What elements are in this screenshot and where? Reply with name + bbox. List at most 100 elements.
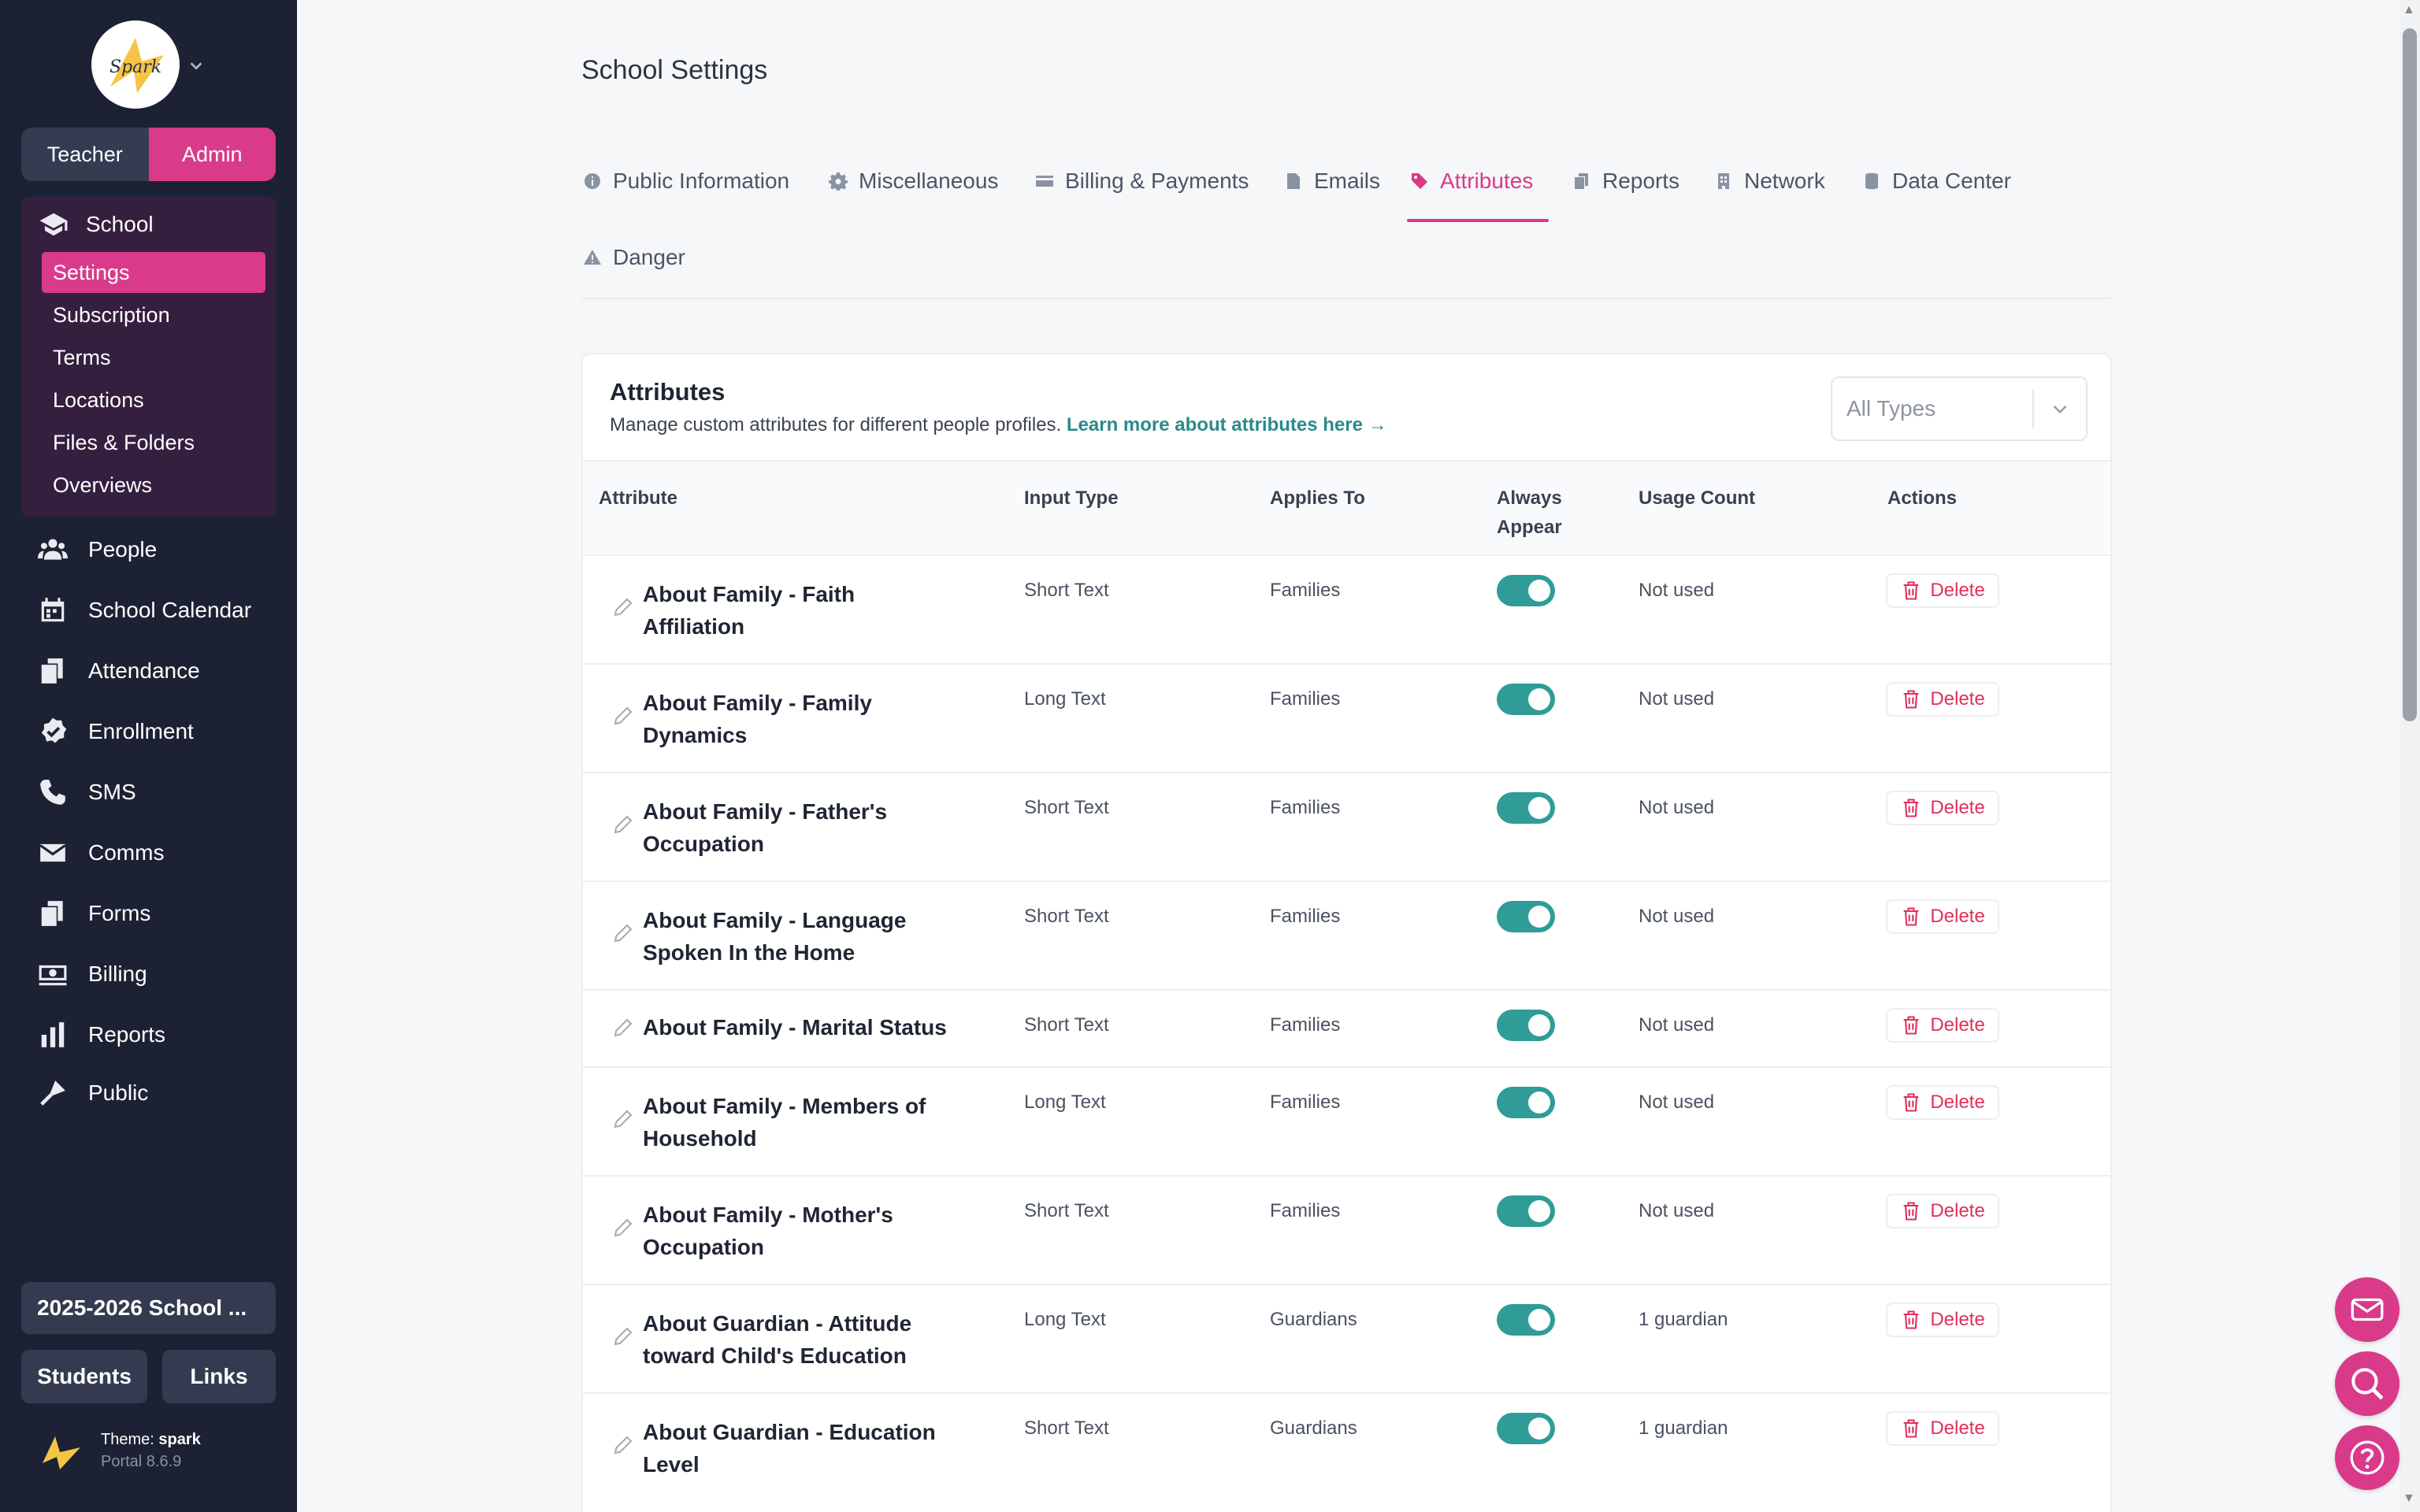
always-appear-toggle[interactable] xyxy=(1497,575,1555,606)
tab-label: Billing & Payments xyxy=(1065,169,1249,193)
input-type-cell: Long Text xyxy=(1024,1091,1106,1113)
school-year-selector[interactable]: 2025-2026 School ... xyxy=(21,1282,276,1334)
teacher-role-button[interactable]: Teacher xyxy=(21,128,149,181)
delete-button[interactable]: Delete xyxy=(1886,573,1999,608)
always-appear-toggle[interactable] xyxy=(1497,1010,1555,1041)
delete-button[interactable]: Delete xyxy=(1886,682,1999,717)
sidebar-item-overviews[interactable]: Overviews xyxy=(53,472,153,497)
table-row[interactable]: About Family - Language Spoken In the Hom… xyxy=(583,880,2110,989)
delete-button[interactable]: Delete xyxy=(1886,1008,1999,1043)
always-appear-toggle[interactable] xyxy=(1497,1195,1555,1227)
table-row[interactable]: About Family - Mother's Occupation Short T… xyxy=(583,1175,2110,1284)
sidebar-item-reports[interactable]: Reports xyxy=(38,1015,165,1054)
delete-button[interactable]: Delete xyxy=(1886,899,1999,934)
delete-button[interactable]: Delete xyxy=(1886,1194,1999,1228)
sidebar-item-public[interactable]: Public xyxy=(38,1073,148,1113)
edit-pencil-icon[interactable] xyxy=(611,1216,635,1240)
always-appear-toggle[interactable] xyxy=(1497,684,1555,715)
learn-more-link[interactable]: Learn more about attributes here → xyxy=(1066,414,1387,435)
type-filter-select[interactable]: All Types xyxy=(1831,376,2088,441)
header-attribute[interactable]: Attribute xyxy=(599,487,677,509)
school-logo[interactable]: Spark xyxy=(91,20,180,109)
tab-attributes[interactable]: Attributes xyxy=(1410,169,1533,194)
tab-data-center[interactable]: Data Center xyxy=(1862,169,2011,194)
edit-pencil-icon[interactable] xyxy=(611,704,635,728)
sidebar-item-attendance[interactable]: Attendance xyxy=(38,651,200,691)
attribute-name[interactable]: About Family - Language Spoken In the Hom… xyxy=(643,904,974,969)
attribute-name[interactable]: About Guardian - Attitude toward Child's … xyxy=(643,1307,974,1372)
edit-pencil-icon[interactable] xyxy=(611,1433,635,1457)
edit-pencil-icon[interactable] xyxy=(611,1016,635,1040)
sidebar-item-school-calendar[interactable]: School Calendar xyxy=(38,591,251,630)
delete-button[interactable]: Delete xyxy=(1886,1411,1999,1446)
delete-button[interactable]: Delete xyxy=(1886,791,1999,825)
tab-danger[interactable]: Danger xyxy=(583,245,685,270)
table-row[interactable]: About Family - Father's Occupation Short T… xyxy=(583,772,2110,880)
delete-button[interactable]: Delete xyxy=(1886,1303,1999,1337)
table-row[interactable]: About Family - Marital Status Short Text F… xyxy=(583,989,2110,1066)
attribute-name[interactable]: About Family - Mother's Occupation xyxy=(643,1199,974,1263)
sidebar-item-subscription[interactable]: Subscription xyxy=(53,302,170,327)
sidebar-item-terms[interactable]: Terms xyxy=(53,345,111,369)
select-separator xyxy=(2032,389,2034,428)
sidebar-item-people[interactable]: People xyxy=(38,530,157,569)
attribute-name-line1: About Family - Mother's xyxy=(643,1203,893,1227)
sidebar-item-forms[interactable]: Forms xyxy=(38,894,150,933)
scroll-up-arrow-icon[interactable]: ▲ xyxy=(2403,3,2415,17)
always-appear-toggle[interactable] xyxy=(1497,1304,1555,1336)
header-input-type[interactable]: Input Type xyxy=(1024,487,1119,509)
help-fab-button[interactable] xyxy=(2335,1425,2400,1490)
edit-pencil-icon[interactable] xyxy=(611,1107,635,1131)
sidebar-item-comms[interactable]: Comms xyxy=(38,833,164,873)
always-appear-toggle[interactable] xyxy=(1497,1413,1555,1444)
attribute-name[interactable]: About Family - Faith Affiliation xyxy=(643,578,974,643)
table-row[interactable]: About Guardian - Attitude toward Child's … xyxy=(583,1284,2110,1392)
delete-button[interactable]: Delete xyxy=(1886,1085,1999,1120)
scroll-down-arrow-icon[interactable]: ▼ xyxy=(2403,1492,2415,1505)
sidebar-item-files-folders[interactable]: Files & Folders xyxy=(53,430,195,454)
header-always-appear[interactable]: Always Appear xyxy=(1497,484,1562,542)
table-row[interactable]: About Family - Faith Affiliation Short Tex… xyxy=(583,554,2110,663)
attribute-name[interactable]: About Family - Father's Occupation xyxy=(643,795,974,860)
header-usage-count[interactable]: Usage Count xyxy=(1639,487,1756,509)
table-row[interactable]: About Family - Family Dynamics Long Text Fa… xyxy=(583,663,2110,772)
sidebar-item-settings[interactable]: Settings xyxy=(42,252,265,293)
links-button[interactable]: Links xyxy=(162,1350,276,1403)
attribute-name[interactable]: About Family - Members of Household xyxy=(643,1090,974,1154)
sidebar-item-locations[interactable]: Locations xyxy=(53,387,144,412)
sidebar-item-billing[interactable]: Billing xyxy=(38,954,147,994)
header-applies-to[interactable]: Applies To xyxy=(1270,487,1365,509)
tab-emails[interactable]: Emails xyxy=(1284,169,1380,194)
card-description-text: Manage custom attributes for different p… xyxy=(610,414,1062,435)
attribute-name[interactable]: About Family - Family Dynamics xyxy=(643,687,974,751)
attribute-name[interactable]: About Family - Marital Status xyxy=(643,1011,974,1043)
table-row[interactable]: About Family - Members of Household Long T… xyxy=(583,1066,2110,1175)
always-appear-toggle[interactable] xyxy=(1497,792,1555,824)
applies-to-cell: Guardians xyxy=(1270,1309,1357,1330)
edit-pencil-icon[interactable] xyxy=(611,813,635,836)
school-switcher-chevron-icon[interactable] xyxy=(187,55,205,80)
tab-public-information[interactable]: Public Information xyxy=(583,169,789,194)
sidebar-item-enrollment[interactable]: Enrollment xyxy=(38,712,194,751)
scrollbar-thumb[interactable] xyxy=(2403,28,2417,721)
message-fab-button[interactable] xyxy=(2335,1277,2400,1342)
school-section-header[interactable]: School xyxy=(39,208,154,241)
tab-billing-payments[interactable]: Billing & Payments xyxy=(1035,169,1249,194)
attribute-name[interactable]: About Guardian - Education Level xyxy=(643,1416,974,1480)
edit-pencil-icon[interactable] xyxy=(611,595,635,619)
table-row[interactable]: About Guardian - Education Level Short Tex… xyxy=(583,1392,2110,1501)
usage-count-cell: 1 guardian xyxy=(1639,1309,1728,1330)
edit-pencil-icon[interactable] xyxy=(611,1325,635,1348)
tab-reports[interactable]: Reports xyxy=(1572,169,1680,194)
always-appear-toggle[interactable] xyxy=(1497,1087,1555,1118)
students-button[interactable]: Students xyxy=(21,1350,147,1403)
input-type-cell: Long Text xyxy=(1024,1309,1106,1330)
edit-pencil-icon[interactable] xyxy=(611,921,635,945)
tab-miscellaneous[interactable]: Miscellaneous xyxy=(829,169,998,194)
tab-network[interactable]: Network xyxy=(1714,169,1825,194)
search-fab-button[interactable] xyxy=(2335,1351,2400,1416)
trash-icon xyxy=(1903,690,1919,709)
admin-role-button[interactable]: Admin xyxy=(148,128,276,181)
sidebar-item-sms[interactable]: SMS xyxy=(38,773,136,812)
always-appear-toggle[interactable] xyxy=(1497,901,1555,932)
